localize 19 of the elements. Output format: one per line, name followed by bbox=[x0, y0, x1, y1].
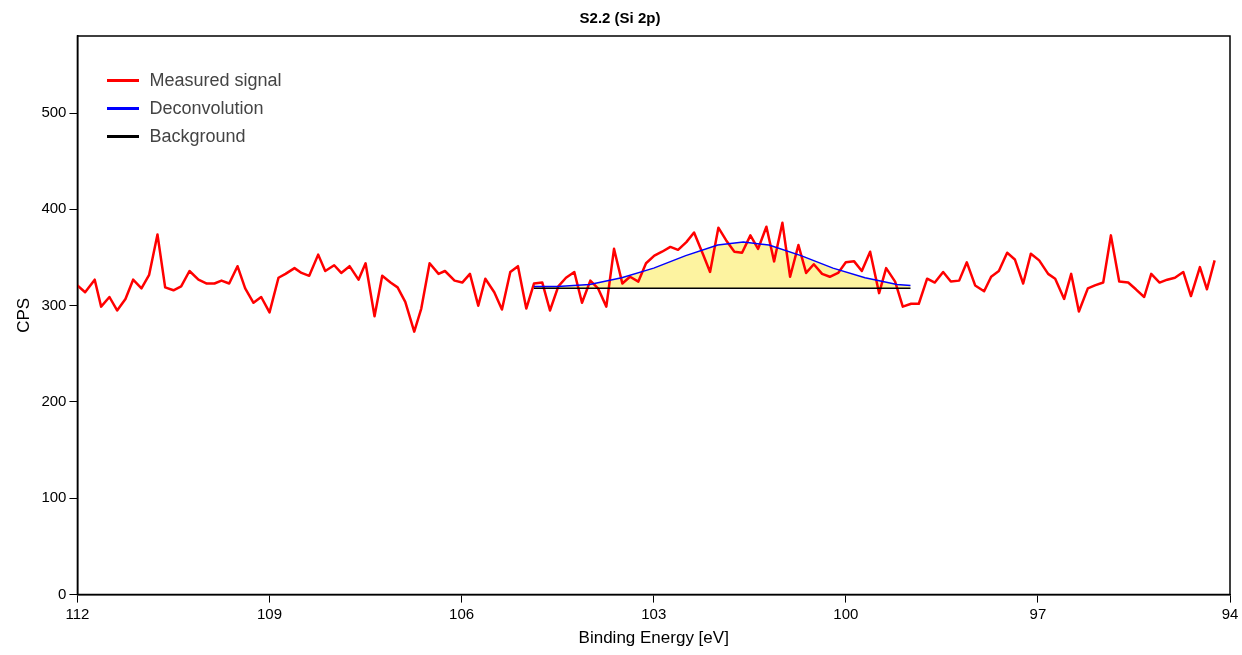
y-axis-title: CPS bbox=[13, 297, 33, 333]
x-tick-label: 97 bbox=[1029, 604, 1047, 622]
y-tick-label: 100 bbox=[41, 488, 67, 506]
x-axis-title: Binding Energy [eV] bbox=[578, 628, 729, 648]
x-tick-label: 106 bbox=[449, 604, 475, 622]
y-tick-label: 0 bbox=[58, 584, 67, 602]
x-tick-label: 94 bbox=[1221, 604, 1239, 622]
legend-label: Measured signal bbox=[149, 69, 282, 92]
legend-label: Background bbox=[149, 125, 246, 148]
x-tick-label: 100 bbox=[833, 604, 859, 622]
y-tick-label: 400 bbox=[41, 199, 67, 217]
y-tick-label: 200 bbox=[41, 392, 67, 410]
x-tick-label: 112 bbox=[65, 604, 90, 622]
legend-label: Deconvolution bbox=[149, 97, 264, 120]
x-tick-label: 109 bbox=[257, 604, 283, 622]
chart-title: S2.2 (Si 2p) bbox=[579, 9, 661, 27]
y-tick-label: 300 bbox=[41, 295, 67, 313]
x-tick-label: 103 bbox=[641, 604, 667, 622]
y-tick-label: 500 bbox=[41, 103, 67, 121]
